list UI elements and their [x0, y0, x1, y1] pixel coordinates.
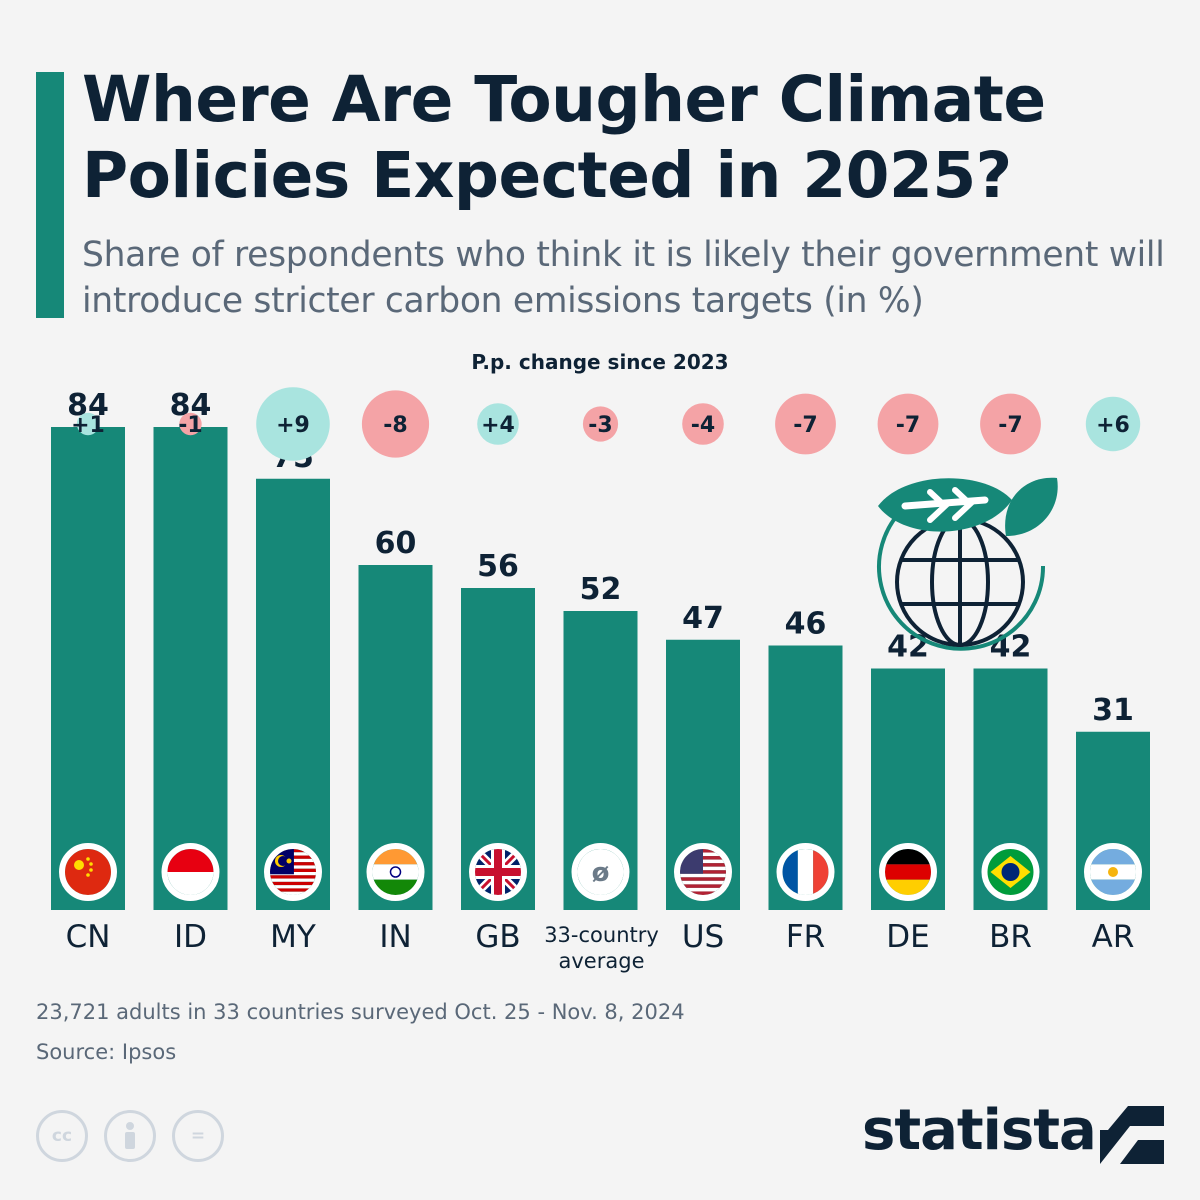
- bar-group: 42 DE -7: [871, 393, 945, 955]
- change-header: P.p. change since 2023: [471, 350, 729, 374]
- change-label: +4: [481, 413, 515, 438]
- category-label: CN: [66, 919, 111, 955]
- bar[interactable]: [153, 427, 228, 910]
- flag-ring: [674, 843, 732, 901]
- bar-group: 60 IN -8: [358, 390, 433, 955]
- license-icons: cc =: [36, 1110, 224, 1162]
- change-bubble: [477, 403, 519, 445]
- category-label: US: [682, 919, 724, 955]
- argentina-flag-icon: [1090, 849, 1136, 895]
- bar-chart: 84CN+184ID-175MY+960IN-856GB+452ø33-coun…: [51, 387, 1150, 973]
- average-symbol: ø: [592, 858, 610, 888]
- category-label: IN: [379, 919, 411, 955]
- change-bubble: [775, 393, 836, 455]
- value-label: 47: [682, 601, 724, 636]
- survey-note: 23,721 adults in 33 countries surveyed O…: [36, 1000, 685, 1024]
- category-label: DE: [886, 919, 929, 955]
- flag-ring: [59, 843, 117, 901]
- value-label: 52: [580, 572, 622, 607]
- accent-bar: [36, 72, 64, 318]
- value-label: 46: [785, 607, 827, 642]
- indonesia-flag-icon: [167, 849, 214, 895]
- flag-ring: [366, 843, 425, 901]
- china-flag-icon: [65, 849, 111, 895]
- usa-flag-icon: [680, 849, 726, 895]
- change-bubble: [256, 387, 330, 461]
- no-derivatives-icon[interactable]: =: [172, 1110, 224, 1162]
- flag-ring: [571, 843, 630, 901]
- flag-ring: [264, 843, 322, 901]
- value-label: 60: [375, 526, 417, 561]
- change-label: -8: [383, 413, 407, 438]
- category-label: AR: [1092, 919, 1135, 955]
- change-bubble: [877, 393, 939, 455]
- value-label: 56: [477, 549, 519, 584]
- cc-icon[interactable]: cc: [36, 1110, 88, 1162]
- attribution-icon[interactable]: [104, 1110, 156, 1162]
- chart-subtitle: Share of respondents who think it is lik…: [82, 235, 1165, 321]
- category-label: FR: [786, 919, 825, 955]
- bars-layer: 84CN+184ID-175MY+960IN-856GB+452ø33-coun…: [51, 387, 1150, 973]
- globe-leaf-icon: [877, 477, 1058, 651]
- france-flag-icon: [782, 849, 829, 895]
- india-flag-icon: [372, 849, 419, 895]
- bar-group: 46 FR -7: [768, 393, 843, 955]
- chart-title: Where Are Tougher Climate Policies Expec…: [82, 63, 1046, 212]
- category-label-line1: 33-country: [544, 923, 659, 947]
- change-bubble: [1085, 396, 1141, 452]
- change-label: -7: [998, 413, 1022, 438]
- flag-ring: [879, 843, 937, 901]
- change-bubble: [980, 393, 1041, 455]
- germany-flag-icon: [885, 849, 931, 895]
- bar-group: 47 US -4: [666, 403, 740, 955]
- category-label: MY: [270, 919, 316, 955]
- change-label: +6: [1096, 413, 1130, 438]
- bar-group: 56 GB +4: [461, 403, 535, 955]
- change-label: -3: [588, 413, 612, 438]
- change-label: -7: [896, 413, 920, 438]
- change-label: +1: [71, 413, 105, 438]
- bar[interactable]: [256, 478, 330, 910]
- statista-logo-icon: [1100, 1106, 1164, 1164]
- malaysia-flag-icon: [270, 849, 316, 895]
- bar[interactable]: [51, 427, 125, 910]
- flag-ring: [161, 843, 220, 901]
- average-icon: ø: [577, 849, 624, 895]
- change-bubble: [76, 412, 100, 436]
- flag-ring: [981, 843, 1040, 901]
- category-label-line2: average: [559, 949, 645, 973]
- change-bubble: [179, 412, 202, 436]
- brazil-flag-icon: [987, 849, 1034, 895]
- category-label: BR: [989, 919, 1032, 955]
- source-note: Source: Ipsos: [36, 1040, 177, 1064]
- bar-group: 75MY+9: [256, 387, 330, 955]
- flag-ring: [469, 843, 527, 901]
- flag-ring: [1084, 843, 1142, 901]
- category-label: GB: [475, 919, 520, 955]
- change-bubble: [682, 403, 724, 445]
- statista-logo-text[interactable]: statista: [862, 1098, 1097, 1163]
- change-bubble: [582, 406, 619, 442]
- change-label: -4: [691, 413, 715, 438]
- change-label: -7: [793, 413, 817, 438]
- value-label: 31: [1092, 693, 1134, 728]
- bar-group: 31 AR +6: [1076, 396, 1150, 955]
- uk-flag-icon: [475, 849, 521, 895]
- change-bubble: [361, 390, 430, 458]
- category-label: ID: [174, 919, 207, 955]
- change-label: -1: [178, 413, 202, 438]
- change-label: +9: [276, 413, 310, 438]
- value-label: 42: [887, 630, 929, 665]
- flag-ring: [776, 843, 835, 901]
